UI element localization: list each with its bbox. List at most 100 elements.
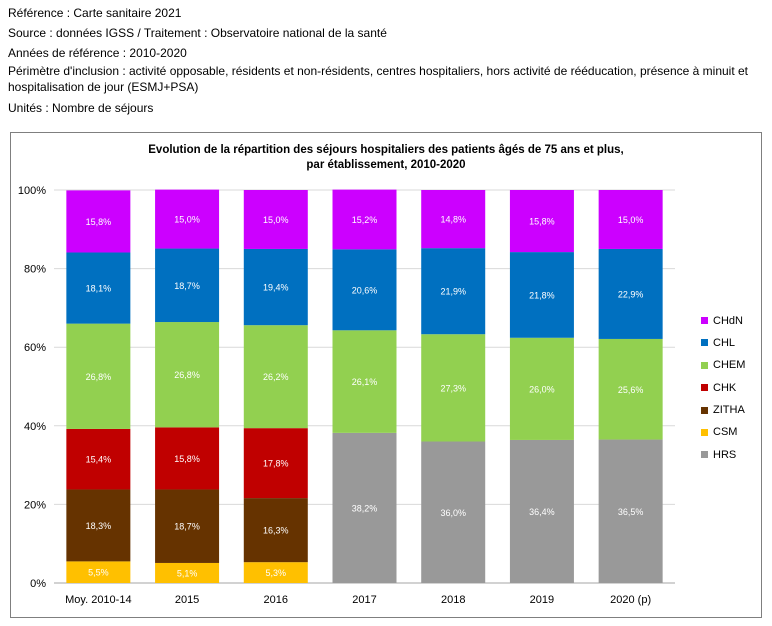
data-label: 22,9% — [618, 289, 644, 299]
bar-segment — [509, 252, 574, 338]
x-tick-label: 2015 — [175, 594, 199, 606]
legend-item: HRS — [701, 448, 745, 461]
y-tick-label: 100% — [18, 185, 46, 197]
meta-perimeter: Périmètre d'inclusion : activité opposab… — [8, 64, 749, 94]
data-label: 15,0% — [174, 215, 200, 225]
meta-units: Unités : Nombre de séjours — [8, 101, 154, 115]
y-tick-label: 0% — [30, 578, 46, 590]
bar-segment — [598, 439, 663, 583]
bar-segment — [332, 249, 397, 331]
bar-segment — [243, 248, 308, 326]
data-label: 36,5% — [618, 507, 644, 517]
y-tick-label: 60% — [24, 342, 46, 354]
bar-segment — [332, 330, 397, 433]
bar-segment — [66, 190, 131, 253]
data-label: 18,7% — [174, 281, 200, 291]
data-label: 18,7% — [174, 522, 200, 532]
x-tick-label: 2017 — [352, 594, 376, 606]
x-tick-label: 2019 — [530, 594, 554, 606]
legend-swatch — [701, 361, 708, 369]
bar-segment — [509, 439, 574, 583]
legend-swatch — [701, 384, 708, 392]
legend-item: CHdN — [701, 314, 745, 327]
data-label: 15,0% — [263, 215, 289, 225]
legend-swatch — [701, 406, 708, 414]
bar-segment — [421, 441, 486, 583]
bar-segment — [243, 498, 308, 563]
data-label: 26,0% — [529, 384, 555, 394]
data-label: 16,3% — [263, 526, 289, 536]
meta-reference: Référence : Carte sanitaire 2021 — [8, 6, 182, 20]
legend-swatch — [701, 317, 708, 324]
data-label: 21,9% — [440, 287, 466, 297]
bar-segment — [66, 561, 131, 583]
legend-label: ZITHA — [713, 404, 745, 417]
data-label: 38,2% — [352, 503, 378, 513]
legend-swatch — [701, 428, 708, 436]
data-label: 5,1% — [177, 568, 198, 578]
legend-item: CHEM — [701, 359, 746, 372]
legend-swatch — [701, 339, 708, 347]
y-tick-label: 40% — [24, 421, 46, 433]
legend-label: CHK — [713, 381, 737, 394]
legend-swatch — [701, 451, 708, 459]
bar-segment — [421, 248, 486, 335]
bar-segment — [155, 489, 220, 563]
legend-label: CHdN — [713, 314, 743, 327]
data-label: 36,0% — [440, 508, 466, 518]
data-label: 17,8% — [263, 459, 289, 469]
data-label: 21,8% — [529, 290, 555, 300]
bar-segment — [66, 428, 131, 490]
stacked-bar-chart: 0% 20% 40% 60% 80% 100% 5,5% 18,3% 15,4% 26,8% 18,… — [18, 185, 675, 606]
data-label: 14,8% — [440, 215, 466, 225]
bar-segment — [509, 337, 574, 440]
legend-item: CHK — [701, 381, 745, 394]
data-label: 18,1% — [86, 284, 112, 294]
data-label: 20,6% — [352, 285, 378, 295]
chart-title: Evolution de la répartition des séjours … — [11, 143, 761, 173]
bar-segment — [155, 427, 220, 490]
legend-label: HRS — [713, 448, 737, 461]
bar-segment — [66, 323, 131, 429]
legend-item: ZITHA — [701, 404, 745, 417]
x-tick-label: Moy. 2010-14 — [65, 594, 131, 606]
data-label: 15,0% — [618, 215, 644, 225]
bar-segment — [332, 189, 397, 250]
bar-segment — [243, 562, 308, 583]
bar-segment — [598, 190, 663, 249]
data-label: 15,8% — [529, 217, 555, 227]
chart-title-line1: Evolution de la répartition des séjours … — [148, 144, 624, 156]
y-tick-label: 80% — [24, 264, 46, 276]
bar-segment — [421, 334, 486, 442]
legend-label: CSM — [713, 426, 738, 439]
bar-segment — [155, 322, 220, 428]
data-label: 15,4% — [86, 455, 112, 465]
chart-frame: Evolution de la répartition des séjours … — [10, 132, 762, 618]
data-label: 25,6% — [618, 385, 644, 395]
data-label: 5,3% — [266, 568, 287, 578]
bar-segment — [155, 189, 220, 249]
bar-segment — [509, 190, 574, 253]
legend-item: CHL — [701, 336, 745, 349]
data-label: 15,8% — [174, 454, 200, 464]
bar-segment — [243, 428, 308, 499]
meta-source: Source : données IGSS / Traitement : Obs… — [8, 26, 387, 40]
y-tick-label: 20% — [24, 499, 46, 511]
data-label: 26,2% — [263, 372, 289, 382]
chart-legend: CHdN CHL CHEM CHK ZITHA CSM HRS — [701, 315, 745, 472]
bar-segment — [243, 325, 308, 429]
data-label: 26,8% — [174, 370, 200, 380]
data-label: 27,3% — [440, 383, 466, 393]
legend-item: CSM — [701, 426, 745, 439]
data-label: 15,2% — [352, 215, 378, 225]
data-label: 36,4% — [529, 507, 555, 517]
legend-label: CHL — [713, 336, 736, 349]
data-label: 26,8% — [86, 372, 112, 382]
bar-segment — [598, 248, 663, 339]
x-tick-label: 2018 — [441, 594, 465, 606]
bar-segment — [598, 338, 663, 440]
bar-segment — [155, 248, 220, 323]
legend-label: CHEM — [713, 359, 746, 372]
bar-segment — [421, 190, 486, 249]
bar-segment — [66, 489, 131, 562]
